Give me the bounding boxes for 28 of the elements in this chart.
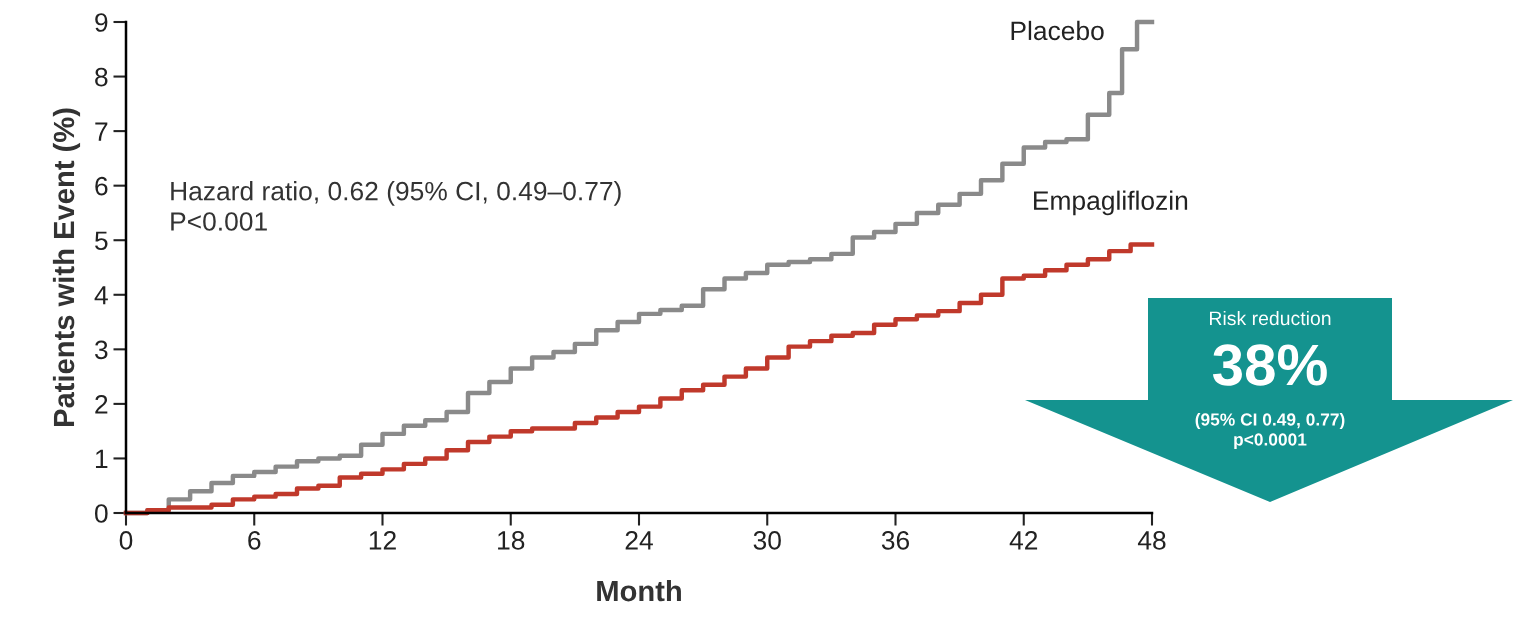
- text: Risk reduction: [1210, 310, 1331, 326]
- text: 38%: [1212, 344, 1327, 386]
- text: (95% CI 0.49, 0.77): [1195, 412, 1345, 430]
- x-tick-label: 18: [498, 531, 525, 550]
- x-tick-label: 24: [625, 531, 653, 550]
- y-tick-label: 4: [94, 286, 108, 305]
- annotation: Hazard ratio, 0.62 (95% CI, 0.49–0.77) P<0.001: [171, 181, 621, 231]
- y-tick-label: 9: [95, 13, 108, 32]
- y-tick-label: 8: [95, 67, 108, 87]
- text: p<0.0001: [1234, 433, 1307, 450]
- y-tick-label: 5: [95, 231, 108, 251]
- x-tick-label: 6: [248, 531, 261, 550]
- x-tick-label: 0: [119, 531, 133, 550]
- series-label: Empagliflozin: [1034, 190, 1188, 216]
- x-tick-label: 42: [1009, 531, 1038, 550]
- y-tick-label: 7: [95, 122, 108, 141]
- x-tick-label: 12: [369, 531, 396, 550]
- y-tick-label: 6: [95, 176, 108, 196]
- y-tick-label: 1: [95, 449, 108, 469]
- x-tick-label: 36: [881, 531, 910, 550]
- series-label: Placebo: [1011, 20, 1104, 41]
- x-axis-title: Month: [597, 579, 681, 602]
- y-axis-title: Patients with Event (%): [52, 108, 81, 426]
- x-tick-label: 48: [1137, 531, 1166, 550]
- y-tick-label: 0: [95, 504, 108, 523]
- y-tick-label: 3: [94, 340, 108, 360]
- x-tick-label: 30: [753, 531, 781, 550]
- y-tick-label: 2: [95, 395, 108, 414]
